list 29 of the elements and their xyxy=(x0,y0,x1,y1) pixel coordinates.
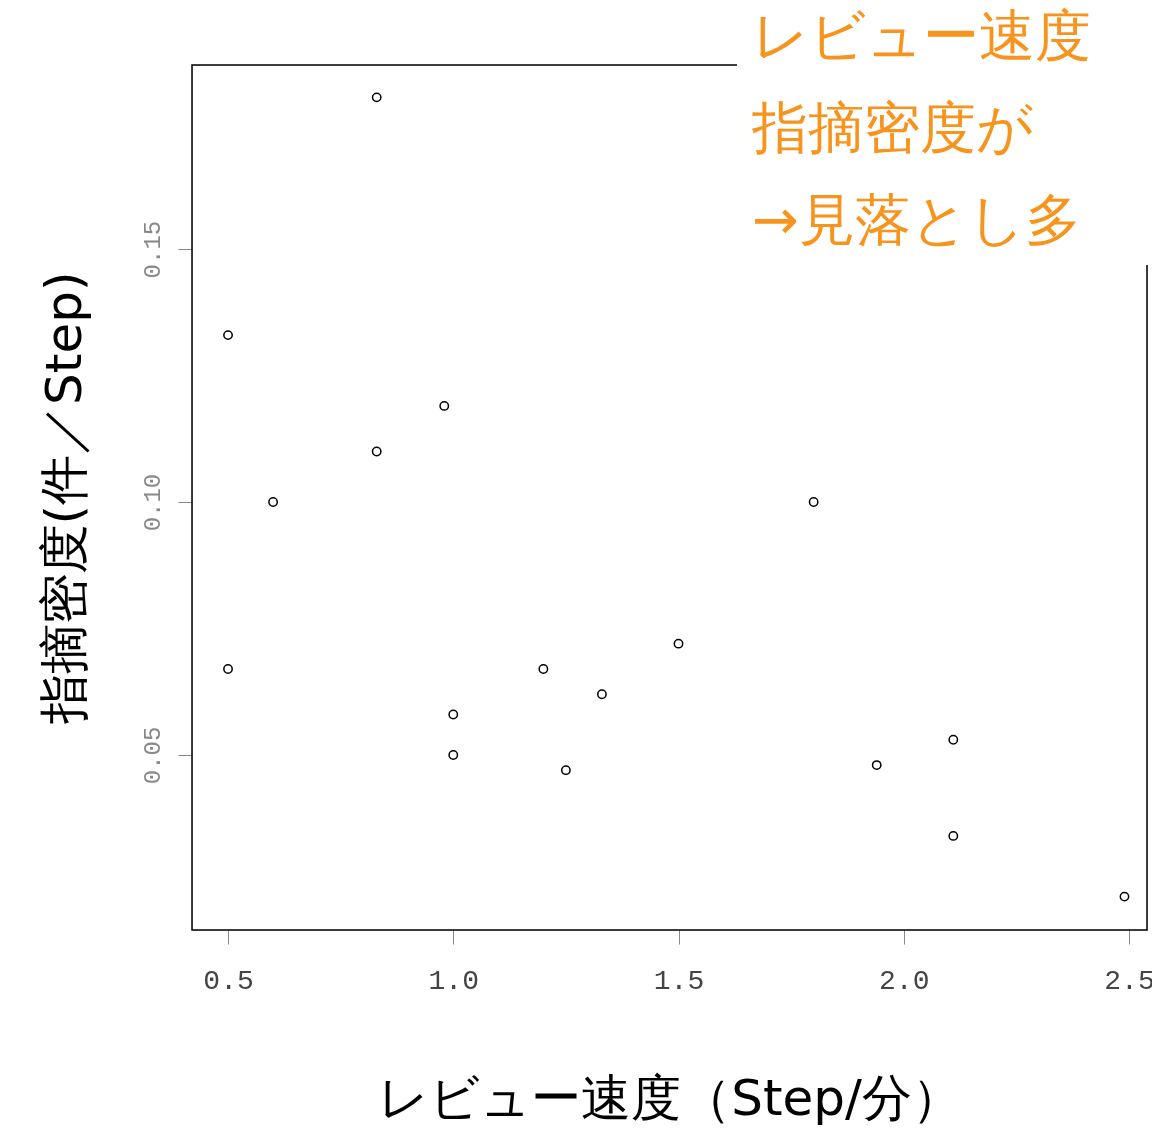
point xyxy=(371,446,382,457)
point xyxy=(448,709,459,720)
point xyxy=(448,750,459,760)
x-tick-label: 2.0 xyxy=(879,965,930,997)
point xyxy=(673,638,684,649)
point xyxy=(439,401,450,411)
annotation: →見落とし多 xyxy=(752,187,1081,252)
x-tick-label: 1.5 xyxy=(653,965,705,997)
point xyxy=(371,92,382,103)
x-axis-title: レビュー速度（Step/分） xyxy=(378,1068,962,1127)
point xyxy=(948,830,959,841)
point xyxy=(538,664,549,674)
point xyxy=(808,497,819,507)
point xyxy=(268,497,279,507)
y-tick-label: 0.15 xyxy=(139,220,167,279)
point xyxy=(223,330,233,341)
point xyxy=(597,689,607,700)
annotation: 指摘密度が xyxy=(751,95,1033,160)
annotation: レビュー速度 xyxy=(752,3,1091,68)
y-axis-title: 指摘密度(件／Step) xyxy=(34,271,93,726)
point xyxy=(1119,891,1130,902)
y-tick-label: 0.10 xyxy=(139,473,167,532)
point xyxy=(223,664,233,674)
x-tick-label: 0.5 xyxy=(203,965,254,997)
point xyxy=(871,760,882,771)
point xyxy=(560,765,571,776)
point xyxy=(948,734,959,745)
x-tick-label: 1.0 xyxy=(428,965,479,997)
y-tick-label: 0.05 xyxy=(139,726,167,785)
